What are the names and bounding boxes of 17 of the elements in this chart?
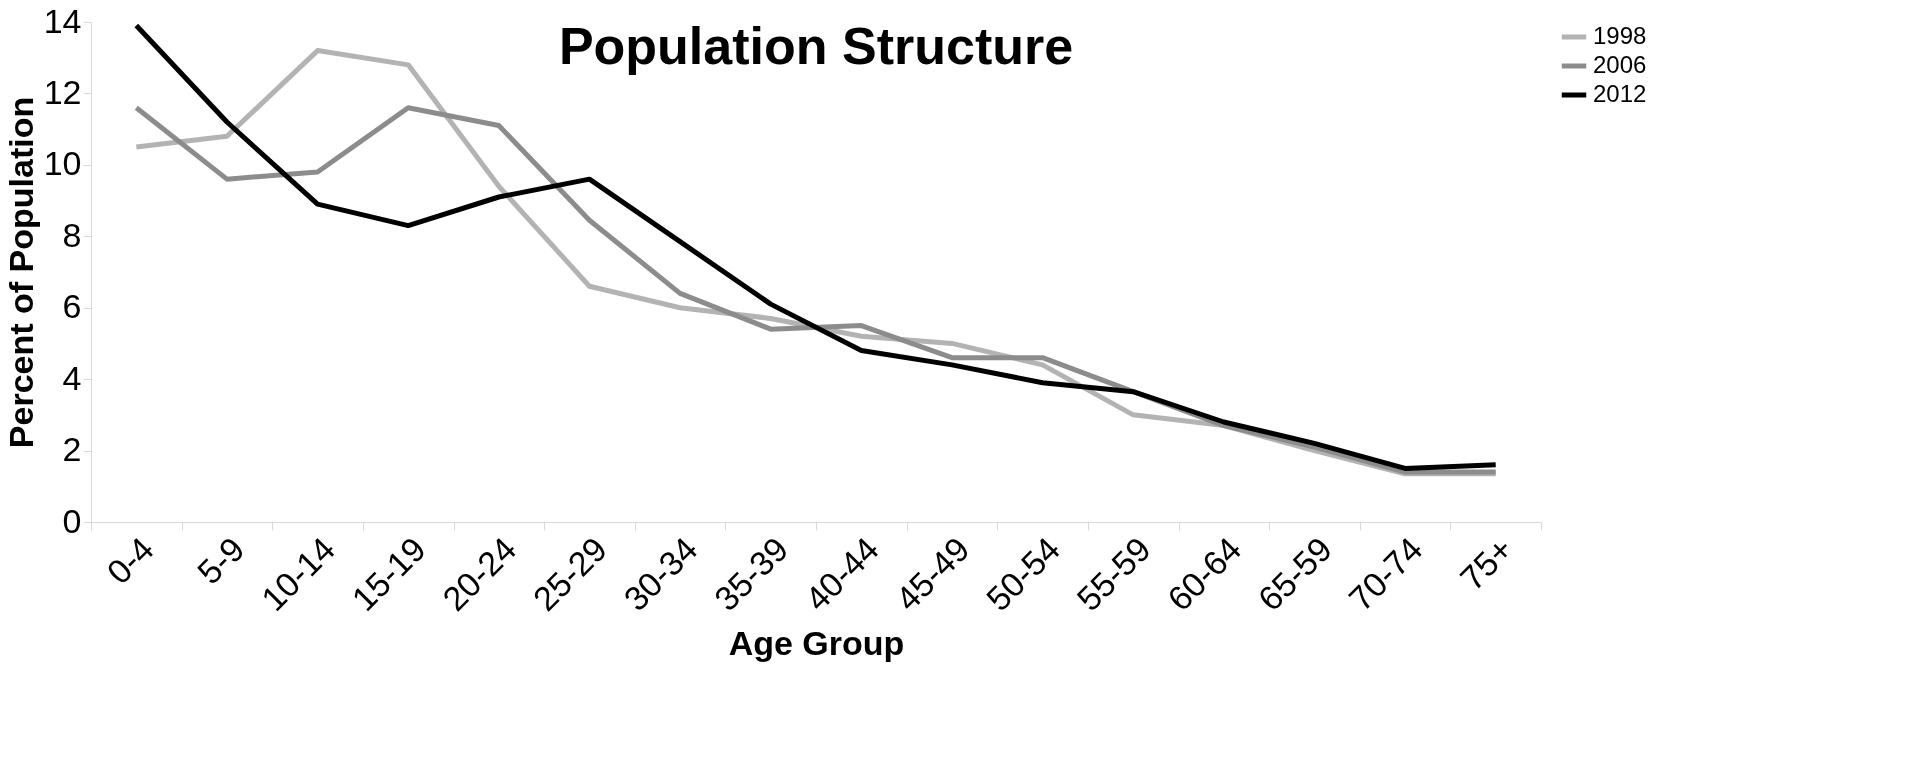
legend-label: 1998	[1593, 22, 1647, 49]
x-tick-label: 0-4	[99, 529, 161, 592]
y-tick-label: 0	[62, 501, 82, 540]
y-tick-label: 14	[43, 1, 82, 40]
y-tick-label: 6	[62, 287, 82, 326]
x-axis-title: Age Group	[728, 624, 905, 663]
y-tick-label: 12	[43, 72, 82, 111]
y-tick-label: 2	[62, 430, 82, 469]
y-tick-label: 10	[43, 144, 82, 183]
chart-title: Population Structure	[558, 17, 1074, 75]
legend-label: 2012	[1593, 80, 1647, 107]
legend-label: 2006	[1593, 51, 1647, 78]
y-axis-title: Percent of Population	[1, 96, 40, 449]
x-tick-label: 75+	[1452, 529, 1521, 598]
x-tick-label: 5-9	[189, 529, 252, 592]
y-tick-label: 4	[62, 358, 82, 397]
y-tick-label: 8	[62, 215, 82, 254]
